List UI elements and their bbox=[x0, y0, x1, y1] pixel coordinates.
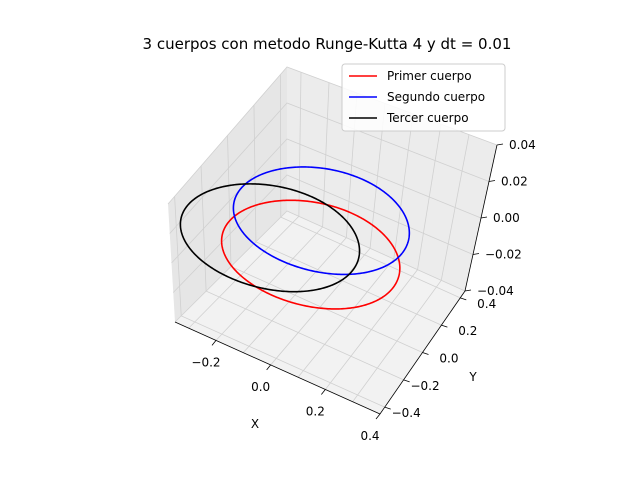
x-tick-mark bbox=[321, 389, 326, 395]
series-line-3 bbox=[179, 183, 361, 293]
y-tick-mark bbox=[384, 406, 391, 410]
x-tick-label: 0.4 bbox=[360, 429, 379, 443]
y-tick-mark bbox=[460, 297, 467, 301]
z-tick-mark bbox=[472, 253, 480, 255]
x-tick-mark bbox=[375, 413, 381, 420]
z-tick-label: −0.02 bbox=[485, 248, 522, 262]
y-axis-label: Y bbox=[468, 370, 477, 384]
y-tick-label: −0.4 bbox=[392, 406, 421, 420]
z-tick-mark bbox=[496, 143, 504, 146]
grid-line bbox=[171, 138, 482, 264]
z-tick-mark bbox=[464, 289, 472, 292]
y-tick-mark bbox=[422, 352, 429, 355]
z-tick-label: 0.02 bbox=[501, 175, 528, 189]
legend-label-2: Segundo cuerpo bbox=[387, 90, 485, 104]
y-tick-label: 0.0 bbox=[439, 352, 458, 366]
legend-label-3: Tercer cuerpo bbox=[386, 111, 469, 125]
back-left-pane bbox=[168, 67, 287, 322]
grid-line bbox=[174, 210, 466, 323]
y-tick-mark bbox=[403, 379, 410, 383]
grid-line bbox=[172, 174, 474, 293]
x-tick-label: 0.2 bbox=[306, 404, 325, 418]
legend-label-1: Primer cuerpo bbox=[387, 69, 472, 83]
z-tick-label: 0.00 bbox=[493, 211, 520, 225]
y-tick-label: −0.2 bbox=[410, 379, 439, 393]
x-axis-label: X bbox=[251, 417, 259, 431]
legend-frame bbox=[341, 63, 506, 132]
x-tick-mark bbox=[211, 340, 217, 346]
grid-line bbox=[169, 102, 490, 234]
x-tick-label: 0.0 bbox=[251, 380, 270, 394]
legend: Primer cuerpo Segundo cuerpo Tercer cuerpo bbox=[341, 63, 506, 132]
y-tick-label: 0.4 bbox=[477, 297, 496, 311]
x-axis-line bbox=[174, 321, 381, 415]
z-tick-mark bbox=[480, 216, 488, 219]
series-line-1 bbox=[220, 199, 401, 310]
chart-title: 3 cuerpos con metodo Runge-Kutta 4 y dt … bbox=[143, 35, 512, 53]
tick-labels: −0.20.00.20.4−0.4−0.20.00.20.4−0.04−0.02… bbox=[191, 138, 535, 443]
series-line-2 bbox=[232, 166, 411, 276]
series-lines bbox=[179, 166, 411, 310]
z-tick-label: 0.04 bbox=[509, 138, 536, 152]
z-tick-mark bbox=[488, 180, 496, 182]
y-tick-mark bbox=[441, 324, 448, 328]
y-tick-label: 0.2 bbox=[458, 324, 477, 338]
x-tick-mark bbox=[266, 364, 271, 371]
x-tick-label: −0.2 bbox=[191, 355, 220, 369]
z-tick-label: −0.04 bbox=[477, 284, 514, 298]
